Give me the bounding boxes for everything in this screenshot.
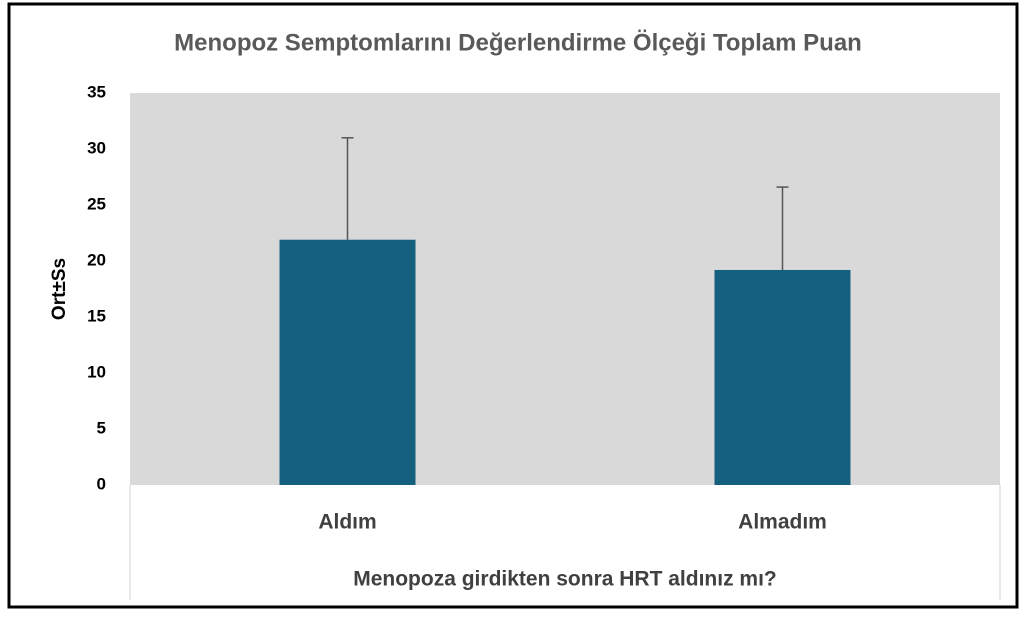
y-axis-label: Ort±Ss: [49, 258, 70, 320]
x-tick-label: Almadım: [738, 511, 827, 534]
x-axis-label: Menopoza girdikten sonra HRT aldınız mı?: [353, 568, 777, 591]
y-tick-label: 5: [97, 418, 106, 437]
y-tick-label: 0: [97, 474, 106, 493]
chart-title: Menopoz Semptomlarını Değerlendirme Ölçe…: [174, 29, 862, 56]
x-tick-label: Aldım: [318, 511, 376, 534]
bar: [714, 269, 851, 485]
y-tick-label: 10: [87, 362, 106, 381]
plot-area: [130, 93, 1000, 485]
bar: [279, 239, 416, 485]
y-tick-label: 35: [87, 82, 106, 101]
y-tick-label: 20: [87, 250, 106, 269]
y-tick-label: 25: [87, 194, 106, 213]
y-tick-label: 30: [87, 138, 106, 157]
y-tick-label: 15: [87, 306, 106, 325]
